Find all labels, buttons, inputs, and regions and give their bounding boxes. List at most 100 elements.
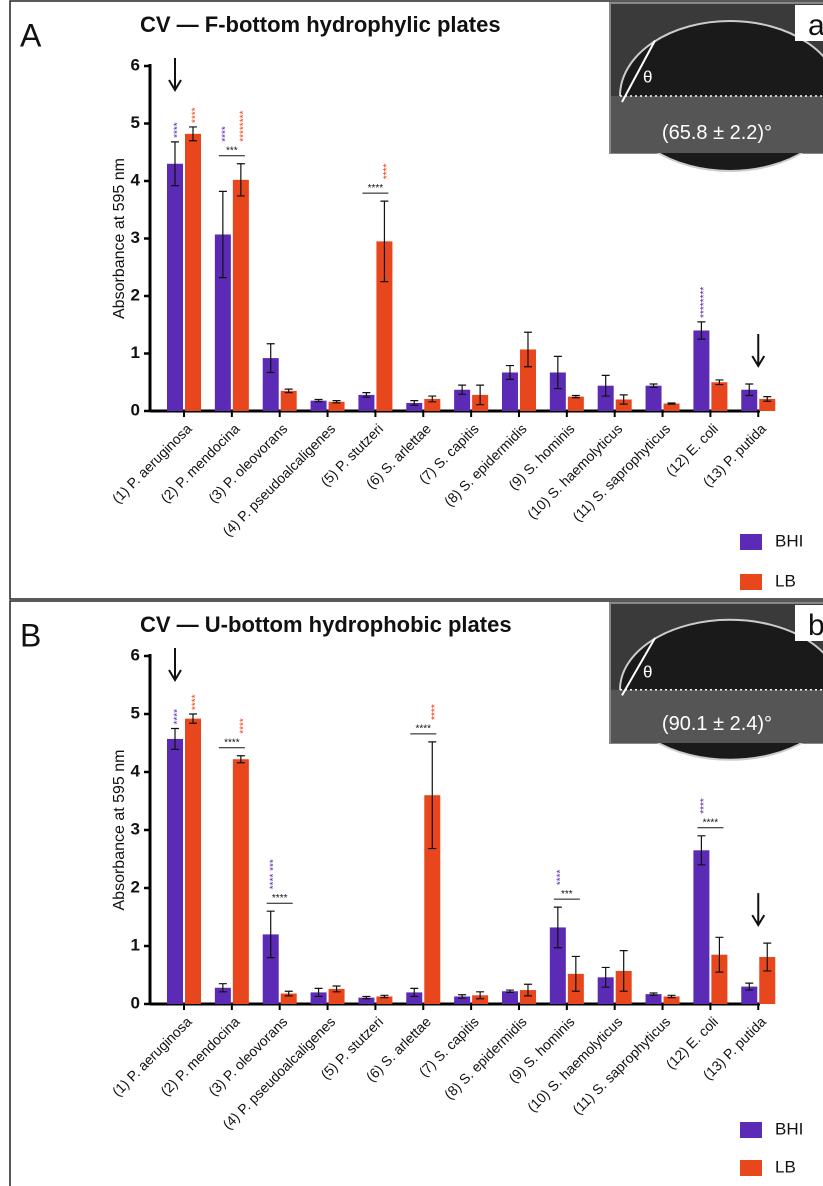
bar [328,401,345,411]
x-tick-label: (8) S. epidermidis [441,1013,530,1102]
error-bar [649,992,658,996]
error-bar [189,126,197,142]
error-bar [189,713,197,724]
error-bar [380,994,389,999]
bar [501,991,518,1004]
y-tick-label: 3 [131,228,140,247]
bar [549,372,566,411]
bar [406,992,423,1004]
bar [519,990,536,1004]
panel-frame [9,0,823,600]
bar [310,400,327,411]
legend-label: BHI [775,531,803,550]
error-bar [667,402,676,405]
bar [472,995,489,1004]
bar [663,403,680,411]
error-bar [362,995,371,1000]
error-bar [523,983,532,997]
legend-swatch [740,574,762,590]
error-bar [266,343,275,374]
error-bar [380,200,389,283]
letter-box [795,5,823,41]
arrow [168,58,182,92]
sig-stars: ******** [699,287,710,318]
bar [645,385,662,411]
bar [519,349,536,411]
tangent [621,40,656,103]
legend-label: LB [775,571,796,590]
y-tick-label: 1 [131,343,140,362]
x-tick-label: (11) S. saprophyticus [569,420,673,524]
error-bar [697,835,706,866]
error-bar [236,755,245,764]
error-bar [745,383,754,397]
y-axis-label: Absorbance at 595 nm [111,750,128,911]
sig-stars: **** [430,704,441,720]
error-bar [649,383,658,389]
y-tick-label: 5 [131,703,140,722]
y-tick-label: 1 [131,935,140,954]
panel-label: B [20,617,41,653]
bar [759,398,776,411]
error-bar [715,379,724,386]
legend-label: BHI [775,1119,803,1138]
bar [232,759,249,1004]
error-bar [667,994,676,999]
bar [310,992,327,1004]
error-bar [697,321,706,340]
bar [167,163,183,411]
bar [280,993,297,1004]
error-bar [601,374,610,397]
y-axis-label: Absorbance at 595 nm [111,158,128,319]
surface [611,96,823,153]
sig-stars: **** [173,122,184,138]
error-bar [553,355,562,390]
error-bar [571,955,580,992]
error-bar [715,936,724,973]
contact-angle: (65.8 ± 2.2)° [662,122,772,144]
sig-stars: **** [382,163,393,179]
x-tick-label: (11) S. saprophyticus [569,1013,673,1117]
error-bar [314,398,323,403]
y-tick-label: 2 [131,877,140,896]
bar [549,927,566,1004]
y-tick-label: 4 [131,761,141,780]
sig-stars: *** [226,145,238,156]
theta: θ [643,67,652,86]
arrow [751,333,766,368]
error-bar [332,985,341,993]
error-bar [266,910,275,959]
error-bar [745,982,754,991]
error-bar [458,994,467,999]
chart-title: CV — F-bottom hydrophylic plates [140,12,501,37]
bar [759,957,776,1004]
error-bar [476,991,485,1000]
sig-stars: **** [703,817,719,828]
arrow [751,893,766,928]
legend-swatch [740,1122,762,1138]
bar [328,988,345,1004]
panel-frame [9,600,823,1186]
y-tick-label: 4 [131,170,141,189]
bar [167,738,183,1004]
bar [663,996,680,1004]
y-tick-label: 6 [131,645,140,664]
y-tick-label: 3 [131,819,140,838]
error-bar [218,983,227,993]
error-bar [410,987,419,998]
theta: θ [643,662,652,681]
error-bar [284,388,293,394]
error-bar [553,906,562,949]
error-bar [619,394,628,405]
surface [611,689,823,743]
sig-stars: *** [561,889,573,900]
error-bar [236,163,245,197]
bar [214,234,231,411]
error-bar [763,942,772,972]
bar [693,330,710,411]
bar [645,994,662,1004]
error-bar [362,392,371,398]
legend-swatch [740,534,762,550]
sig-stars: ******** [238,111,249,142]
bar [501,372,518,411]
